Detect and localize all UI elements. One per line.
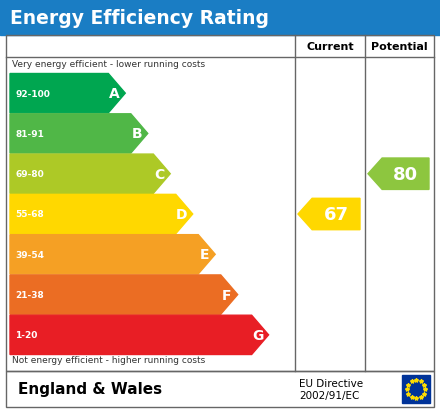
- Text: F: F: [222, 288, 231, 302]
- Text: Energy Efficiency Rating: Energy Efficiency Rating: [10, 9, 269, 27]
- Text: Potential: Potential: [371, 42, 428, 52]
- Bar: [0, 0, 440, 36]
- Text: G: G: [252, 328, 263, 342]
- Polygon shape: [10, 114, 148, 154]
- Text: B: B: [132, 127, 142, 141]
- Polygon shape: [368, 159, 429, 190]
- Polygon shape: [10, 275, 238, 314]
- Bar: [6, 371, 434, 407]
- Text: 21-38: 21-38: [15, 290, 44, 299]
- Text: 1-20: 1-20: [15, 330, 37, 339]
- Text: A: A: [109, 87, 120, 101]
- Bar: [6, 36, 434, 371]
- Text: C: C: [154, 167, 165, 181]
- Polygon shape: [298, 199, 360, 230]
- Text: E: E: [199, 248, 209, 262]
- Text: 92-100: 92-100: [15, 90, 50, 98]
- Text: 2002/91/EC: 2002/91/EC: [299, 391, 359, 401]
- Polygon shape: [10, 74, 125, 114]
- Text: Very energy efficient - lower running costs: Very energy efficient - lower running co…: [12, 60, 205, 69]
- Text: 55-68: 55-68: [15, 210, 44, 219]
- Polygon shape: [10, 235, 215, 274]
- Text: 80: 80: [393, 165, 418, 183]
- Polygon shape: [10, 155, 170, 194]
- Polygon shape: [10, 316, 268, 355]
- Text: D: D: [176, 207, 187, 221]
- Text: 67: 67: [323, 206, 348, 223]
- Text: England & Wales: England & Wales: [18, 382, 162, 396]
- Text: Current: Current: [306, 42, 354, 52]
- Polygon shape: [10, 195, 193, 234]
- Text: Not energy efficient - higher running costs: Not energy efficient - higher running co…: [12, 355, 205, 364]
- Text: 81-91: 81-91: [15, 130, 44, 139]
- Text: 69-80: 69-80: [15, 170, 44, 179]
- Text: EU Directive: EU Directive: [299, 377, 363, 387]
- Bar: [402, 375, 430, 403]
- Text: 39-54: 39-54: [15, 250, 44, 259]
